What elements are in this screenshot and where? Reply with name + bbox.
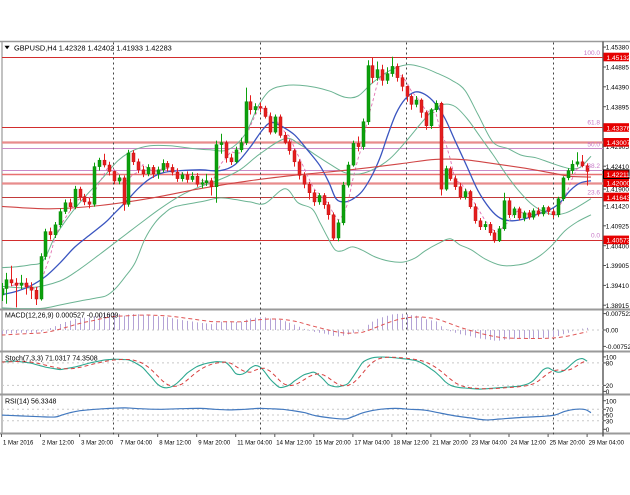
svg-text:80: 80 — [606, 361, 614, 368]
svg-text:0: 0 — [606, 427, 610, 434]
svg-text:25 Mar 20:00: 25 Mar 20:00 — [550, 441, 586, 447]
svg-text:1.41900: 1.41900 — [606, 187, 630, 194]
svg-text:1.45380: 1.45380 — [606, 45, 630, 52]
svg-text:RSI(14) 56.3348: RSI(14) 56.3348 — [5, 399, 56, 406]
svg-text:24 Mar 12:00: 24 Mar 12:00 — [511, 441, 547, 447]
svg-text:1.42211: 1.42211 — [607, 172, 630, 179]
svg-text:38.2: 38.2 — [587, 163, 600, 170]
svg-text:1.42000: 1.42000 — [607, 181, 630, 188]
svg-text:17 Mar 04:00: 17 Mar 04:00 — [354, 441, 390, 447]
svg-text:1.43895: 1.43895 — [606, 104, 630, 111]
svg-text:1.44390: 1.44390 — [606, 84, 630, 91]
svg-text:0.007523: 0.007523 — [606, 311, 630, 318]
svg-text:0: 0 — [606, 389, 610, 396]
svg-text:0.00: 0.00 — [606, 328, 619, 335]
svg-text:15 Mar 20:00: 15 Mar 20:00 — [315, 441, 351, 447]
svg-text:1.41643: 1.41643 — [607, 195, 630, 202]
svg-text:2 Mar 12:00: 2 Mar 12:00 — [42, 441, 75, 447]
svg-text:14 Mar 12:00: 14 Mar 12:00 — [276, 441, 312, 447]
svg-text:1.38915: 1.38915 — [606, 303, 630, 310]
svg-text:18 Mar 12:00: 18 Mar 12:00 — [393, 441, 429, 447]
svg-text:50.0: 50.0 — [587, 141, 600, 148]
svg-text:3 Mar 20:00: 3 Mar 20:00 — [81, 441, 114, 447]
svg-text:100.0: 100.0 — [584, 50, 601, 57]
svg-text:1.40925: 1.40925 — [606, 223, 630, 230]
svg-text:100: 100 — [606, 398, 617, 405]
svg-text:1.39905: 1.39905 — [606, 263, 630, 270]
svg-text:-0.007528: -0.007528 — [606, 344, 630, 351]
svg-text:Stoch(7,3,3) 71.0317 74.3508: Stoch(7,3,3) 71.0317 74.3508 — [5, 356, 98, 363]
svg-text:11 Mar 04:00: 11 Mar 04:00 — [237, 441, 273, 447]
svg-text:61.8: 61.8 — [587, 120, 600, 127]
svg-text:1.43007: 1.43007 — [607, 140, 630, 147]
svg-text:1.45132: 1.45132 — [607, 55, 630, 62]
svg-text:23 Mar 04:00: 23 Mar 04:00 — [472, 441, 508, 447]
svg-text:8 Mar 12:00: 8 Mar 12:00 — [159, 441, 192, 447]
svg-text:0.0: 0.0 — [591, 233, 600, 240]
svg-text:GBPUSD,H4 1.42328 1.42402 1.4: GBPUSD,H4 1.42328 1.42402 1.41933 1.4228… — [14, 44, 172, 53]
svg-text:1.44885: 1.44885 — [606, 65, 630, 72]
svg-text:29 Mar 04:00: 29 Mar 04:00 — [589, 441, 625, 447]
svg-text:1.40573: 1.40573 — [607, 238, 630, 245]
svg-text:1.39410: 1.39410 — [606, 283, 630, 290]
svg-text:MACD(12,26,9) 0.000527 -0.0016: MACD(12,26,9) 0.000527 -0.001609 — [5, 313, 118, 320]
svg-text:7 Mar 04:00: 7 Mar 04:00 — [120, 441, 153, 447]
svg-text:21 Mar 20:00: 21 Mar 20:00 — [432, 441, 468, 447]
svg-text:9 Mar 20:00: 9 Mar 20:00 — [198, 441, 231, 447]
svg-text:1.43376: 1.43376 — [607, 125, 630, 132]
svg-text:1.41420: 1.41420 — [606, 204, 630, 211]
svg-text:30: 30 — [606, 418, 614, 425]
svg-text:1 Mar 2016: 1 Mar 2016 — [3, 441, 34, 447]
svg-text:23.6: 23.6 — [587, 190, 600, 197]
